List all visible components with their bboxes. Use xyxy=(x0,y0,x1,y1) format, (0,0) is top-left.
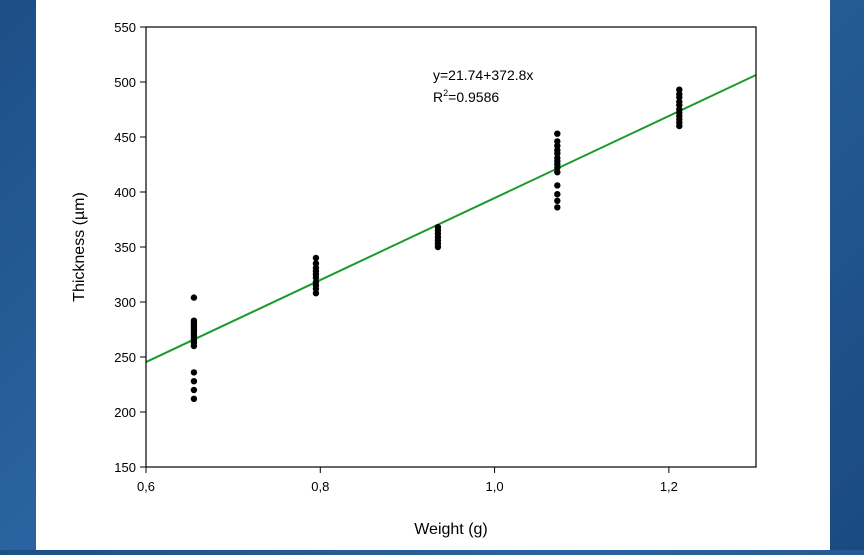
y-tick-label: 150 xyxy=(114,460,136,475)
data-point xyxy=(676,101,683,109)
x-tick-label: 0,6 xyxy=(137,479,155,494)
data-point xyxy=(554,204,561,211)
annotation-equation: y=21.74+372.8x xyxy=(433,67,533,83)
data-point xyxy=(434,243,442,251)
data-point xyxy=(554,142,561,149)
data-point xyxy=(676,86,683,93)
data-point xyxy=(190,294,198,301)
data-point xyxy=(312,260,320,267)
data-point xyxy=(312,290,320,297)
data-point xyxy=(190,395,198,402)
y-axis-ticks: 150 200 250 300 350 400 450 500 550 xyxy=(114,20,146,475)
y-tick-label: 400 xyxy=(114,185,136,200)
x-axis-label: Weight (g) xyxy=(414,521,488,538)
scatter-chart: 150 200 250 300 350 400 450 500 550 0,6 0,8 1,0 1,2… xyxy=(71,20,757,538)
data-point xyxy=(312,274,320,281)
y-tick-label: 450 xyxy=(114,130,136,145)
data-point xyxy=(554,191,561,198)
data-point xyxy=(554,150,561,157)
data-point xyxy=(312,254,320,262)
data-point xyxy=(190,342,198,350)
chart-panel: 150 200 250 300 350 400 450 500 550 0,6 0,8 1,0 1,2… xyxy=(36,0,830,550)
data-point xyxy=(554,130,561,137)
data-point xyxy=(676,122,683,130)
y-axis-label: Thickness (µm) xyxy=(71,192,88,302)
data-point xyxy=(554,197,561,204)
x-tick-label: 1,0 xyxy=(486,479,504,494)
data-point xyxy=(190,369,198,376)
data-point xyxy=(190,378,198,385)
plot-frame xyxy=(145,26,757,468)
data-point xyxy=(312,285,320,292)
data-point xyxy=(554,164,561,171)
data-point xyxy=(554,169,561,176)
y-tick-label: 500 xyxy=(114,75,136,90)
annotation-r2: R2=0.9586 xyxy=(433,88,499,105)
regression-line xyxy=(145,74,757,363)
x-tick-label: 0,8 xyxy=(311,479,329,494)
data-point xyxy=(554,138,561,145)
y-tick-label: 350 xyxy=(114,240,136,255)
data-point xyxy=(190,386,198,394)
data-point xyxy=(554,182,561,189)
fit-line-group xyxy=(145,74,757,363)
x-tick-label: 1,2 xyxy=(660,479,678,494)
y-tick-label: 200 xyxy=(114,405,136,420)
y-tick-label: 550 xyxy=(114,20,136,35)
data-point xyxy=(676,94,683,101)
x-axis-ticks: 0,6 0,8 1,0 1,2 xyxy=(137,467,678,494)
y-tick-label: 300 xyxy=(114,295,136,310)
y-tick-label: 250 xyxy=(114,350,136,365)
data-points xyxy=(190,86,683,402)
